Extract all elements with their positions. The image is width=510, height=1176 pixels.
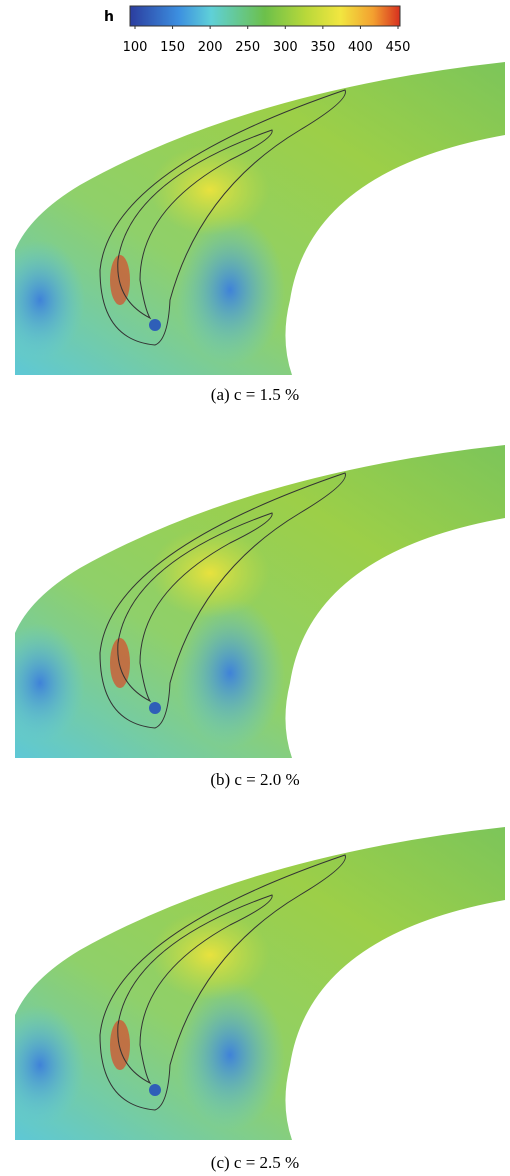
caption: (b) c = 2.0 %	[210, 770, 299, 789]
panel: (c) c = 2.5 %	[0, 827, 505, 1172]
panel: (b) c = 2.0 %	[0, 445, 505, 789]
tick-label: 350	[310, 40, 335, 55]
tick-label: 100	[123, 40, 148, 55]
tick-label: 300	[273, 40, 298, 55]
tick-label: 250	[235, 40, 260, 55]
tick-label: 400	[348, 40, 373, 55]
caption: (c) c = 2.5 %	[211, 1153, 299, 1172]
panel: (a) c = 1.5 %	[0, 62, 505, 404]
tick-label: 200	[198, 40, 223, 55]
colorbar-label: h	[104, 9, 114, 25]
tick-label: 150	[160, 40, 185, 55]
caption: (a) c = 1.5 %	[211, 385, 299, 404]
figure: h 100 150 200 250 300 350 400 450 (a) c = 1.5 %…	[0, 0, 510, 1176]
colorbar	[130, 6, 400, 26]
tick-label: 450	[386, 40, 411, 55]
